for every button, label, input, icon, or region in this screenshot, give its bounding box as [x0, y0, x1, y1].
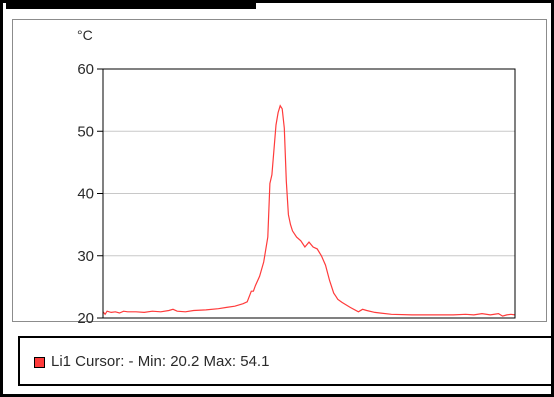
y-tick-label: 60 — [77, 61, 94, 78]
legend-panel: Li1 Cursor: - Min: 20.2 Max: 54.1 — [18, 336, 553, 386]
line-chart: 20 30 40 50 60 °C — [77, 27, 516, 323]
plot-area-border — [102, 68, 516, 319]
plot-panel: 20 30 40 50 60 °C — [12, 19, 547, 323]
title-tab-bar — [6, 3, 256, 9]
y-axis-ticks: 20 30 40 50 60 — [77, 61, 103, 323]
y-tick-label: 20 — [77, 310, 94, 323]
y-tick-label: 40 — [77, 186, 94, 203]
legend-swatch-li1 — [34, 357, 45, 368]
legend-text: Li1 Cursor: - Min: 20.2 Max: 54.1 — [51, 353, 270, 370]
grid-lines — [103, 130, 515, 257]
series-line-li1 — [102, 104, 516, 317]
y-tick-label: 30 — [77, 248, 94, 265]
y-tick-label: 50 — [77, 123, 94, 140]
y-axis-unit-label: °C — [77, 27, 93, 43]
